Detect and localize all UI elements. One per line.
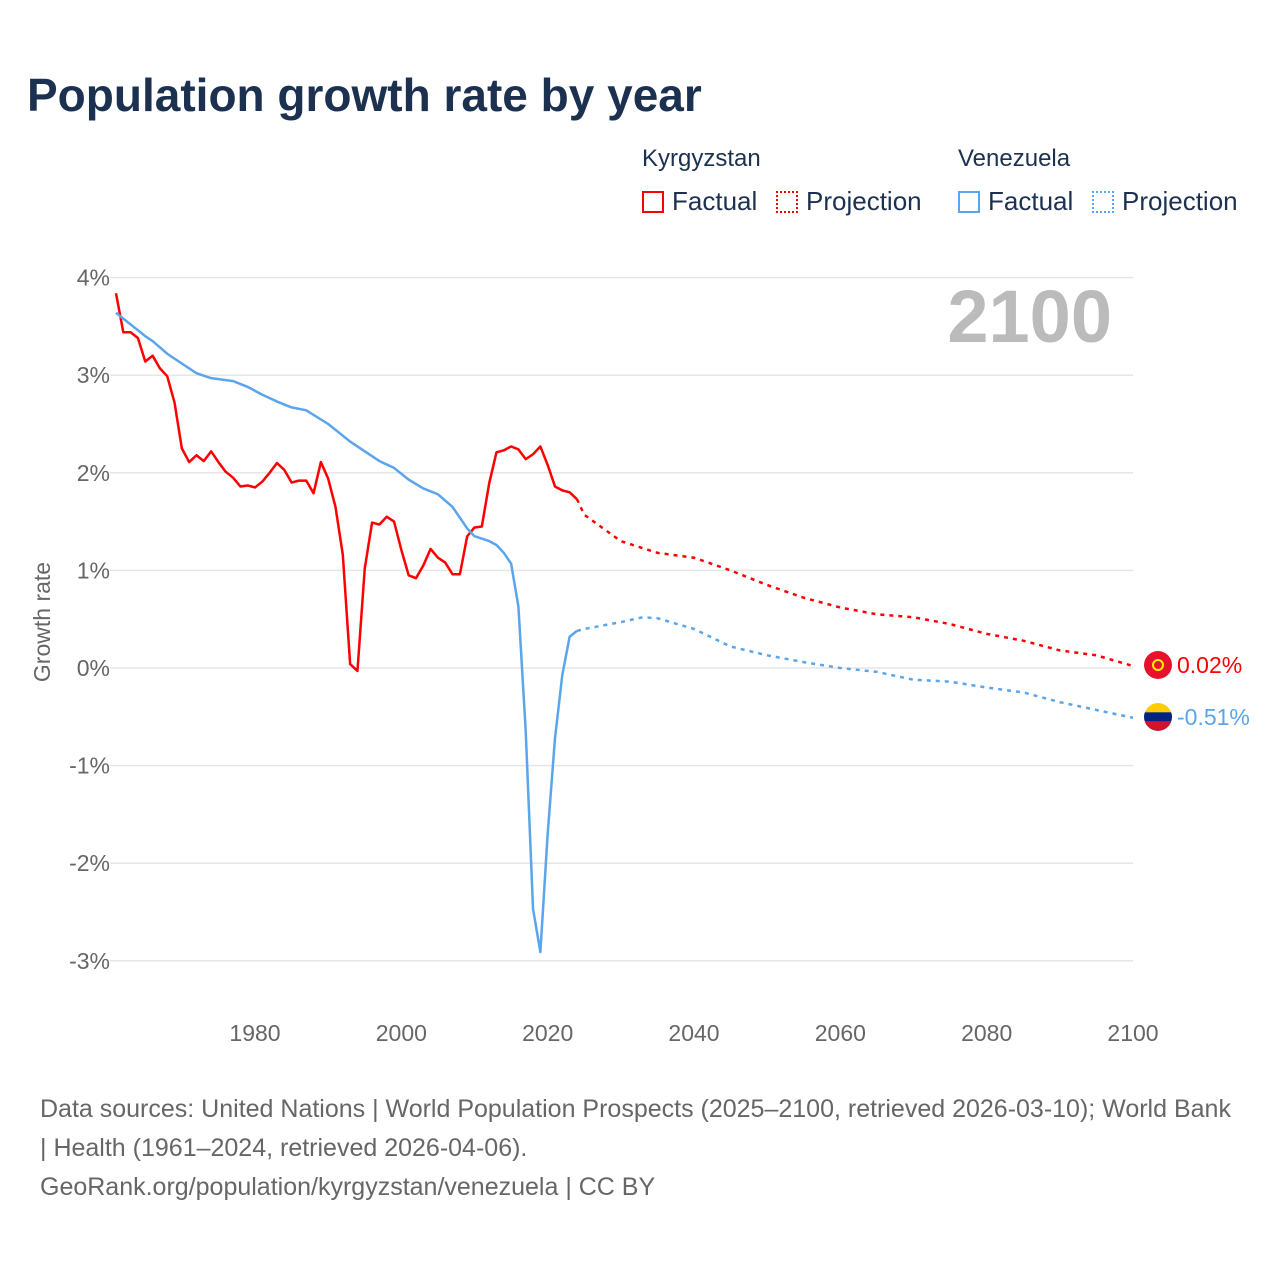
kyrgyzstan-projection-line[interactable] — [575, 498, 1134, 668]
kyrgyzstan-flag-icon — [1144, 651, 1172, 679]
legend-venezuela-projection[interactable]: Projection — [1092, 186, 1238, 217]
x-tick-label: 2000 — [376, 1020, 427, 1046]
y-tick-label: 0% — [77, 655, 110, 681]
x-tick-label: 2040 — [668, 1020, 719, 1046]
kyrgyzstan-end-label: 0.02% — [1177, 652, 1242, 678]
y-tick-label: 2% — [77, 460, 110, 486]
y-tick-label: 4% — [77, 265, 110, 291]
flag-stripe — [1144, 703, 1172, 713]
flag-stripe — [1144, 712, 1172, 722]
legend-venezuela-heading: Venezuela — [958, 145, 1071, 172]
x-tick-label: 2060 — [815, 1020, 866, 1046]
legend-venezuela-factual[interactable]: Factual — [958, 186, 1073, 217]
legend-kyrgyzstan-factual[interactable]: Factual — [642, 186, 757, 217]
x-tick-label: 1980 — [229, 1020, 280, 1046]
kyrgyzstan-factual-line[interactable] — [114, 292, 578, 673]
y-tick-label: 3% — [77, 362, 110, 388]
legend-label: Factual — [672, 186, 758, 216]
legend-label: Projection — [1122, 186, 1238, 216]
legend-swatch-icon — [1092, 190, 1114, 213]
x-tick-label: 2080 — [961, 1020, 1012, 1046]
flag-stripe — [1144, 721, 1172, 731]
venezuela-end-label: -0.51% — [1177, 704, 1250, 730]
legend-kyrgyzstan-projection[interactable]: Projection — [776, 186, 922, 217]
flag-sun-icon — [1152, 659, 1164, 671]
source-link[interactable]: GeoRank.org/population/kyrgyzstan/venezu… — [40, 1173, 656, 1201]
year-label: 2100 — [947, 275, 1112, 358]
legend-label: Projection — [806, 186, 922, 216]
y-axis-label: Growth rate — [29, 562, 55, 682]
legend-kyrgyzstan-heading: Kyrgyzstan — [642, 145, 761, 172]
venezuela-factual-line[interactable] — [115, 311, 578, 954]
source-line: Data sources: United Nations | World Pop… — [40, 1095, 1231, 1162]
venezuela-projection-line[interactable] — [576, 615, 1134, 719]
x-tick-label: 2020 — [522, 1020, 573, 1046]
legend-swatch-icon — [776, 190, 798, 213]
legend-label: Factual — [988, 186, 1074, 216]
legend-swatch-icon — [958, 190, 980, 213]
y-tick-label: -3% — [69, 948, 110, 974]
chart-title: Population growth rate by year — [27, 69, 702, 121]
x-tick-label: 2100 — [1107, 1020, 1158, 1046]
y-tick-label: -1% — [69, 753, 110, 779]
source-note: Data sources: United Nations | World Pop… — [40, 1090, 1240, 1207]
y-tick-label: -2% — [69, 850, 110, 876]
legend-swatch-icon — [642, 190, 664, 213]
y-tick-label: 1% — [77, 557, 110, 583]
